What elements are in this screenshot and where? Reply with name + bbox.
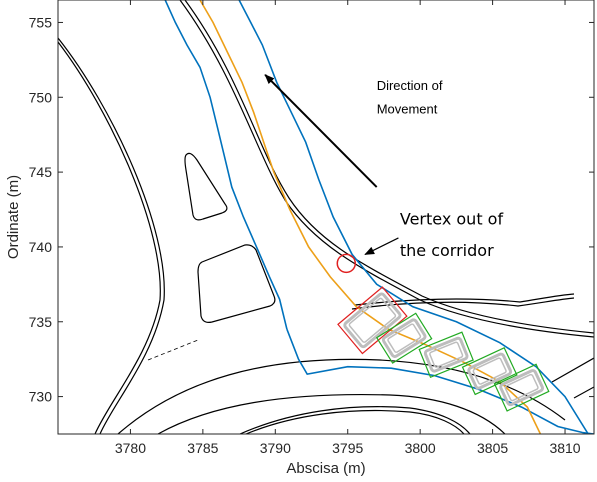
x-tick-label: 3795 xyxy=(332,440,363,456)
y-tick-label: 740 xyxy=(29,239,53,255)
y-tick-label: 755 xyxy=(29,14,53,30)
x-tick-label: 3800 xyxy=(405,440,436,456)
roundabout-core xyxy=(239,406,471,434)
road-edge-right-exit xyxy=(551,357,594,383)
island-upper xyxy=(184,152,228,221)
violation-marker xyxy=(336,253,357,274)
series-corridor-left xyxy=(164,0,288,330)
x-tick-label: 3785 xyxy=(187,440,218,456)
road-edge-left-outer xyxy=(58,41,161,434)
road-edge-right-exit-2 xyxy=(573,386,594,399)
axis-ticks: 3780 3785 3790 3795 3800 3805 3810 730 735 740 745… xyxy=(29,0,594,456)
y-tick-label: 730 xyxy=(29,389,53,405)
annotation-direction-line2: Movement xyxy=(377,102,438,117)
vehicle-footprint-3 xyxy=(418,331,474,379)
vehicle-footprint-4 xyxy=(461,346,518,396)
island-lower xyxy=(197,244,276,323)
x-tick-label: 3810 xyxy=(549,440,580,456)
vehicle-footprint-1 xyxy=(337,286,408,355)
y-tick-label: 735 xyxy=(29,314,53,330)
road-edge-right-upper-2 xyxy=(184,0,594,334)
callout-arrow xyxy=(364,237,399,255)
y-tick-label: 750 xyxy=(29,89,53,105)
plot-area xyxy=(58,0,594,434)
x-tick-label: 3805 xyxy=(477,440,508,456)
road-edge-right-upper xyxy=(179,0,594,338)
dashed-lane-connector xyxy=(147,339,199,361)
direction-arrow xyxy=(264,74,378,188)
plot-frame xyxy=(57,0,595,435)
x-axis-title: Abscisa (m) xyxy=(286,460,365,477)
y-axis-title: Ordinate (m) xyxy=(5,175,22,259)
road-edge-left-outer-2 xyxy=(58,37,165,434)
roundabout-inner xyxy=(157,394,506,434)
data-layer xyxy=(164,0,594,434)
roundabout-core-2 xyxy=(245,409,465,434)
y-tick-label: 745 xyxy=(29,164,53,180)
vehicle-footprint-5 xyxy=(493,363,550,412)
series-corridor-right xyxy=(238,0,589,434)
annotation-vertex-line2: the corridor xyxy=(400,241,494,260)
roundabout-outer xyxy=(117,358,566,434)
annotation-vertex-line1: Vertex out of xyxy=(400,209,504,228)
x-tick-label: 3780 xyxy=(115,440,146,456)
x-tick-label: 3790 xyxy=(260,440,291,456)
annotation-direction-line1: Direction of xyxy=(377,78,443,93)
vehicle-footprint-2 xyxy=(375,312,433,364)
